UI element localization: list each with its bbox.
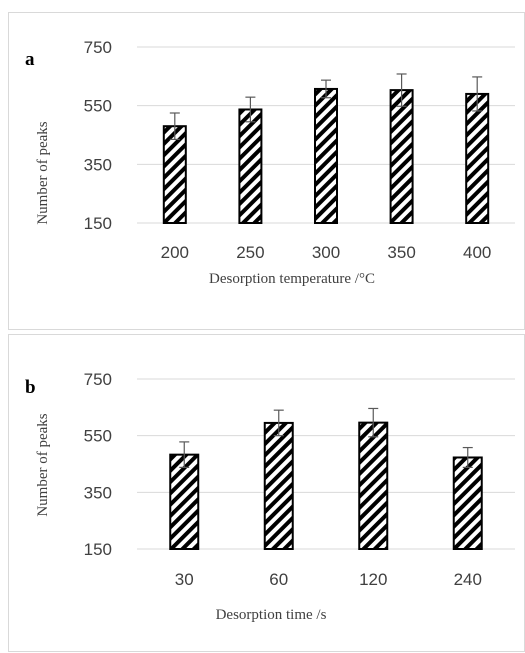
chart-b-svg: b Number of peaks Desorption time /s 150… bbox=[25, 370, 515, 623]
bar bbox=[389, 89, 414, 225]
bar bbox=[465, 92, 490, 224]
bar bbox=[162, 125, 187, 224]
x-tick-label: 60 bbox=[269, 570, 288, 589]
x-tick-label: 400 bbox=[463, 243, 491, 262]
bar bbox=[263, 421, 294, 550]
y-axis-label-a: Number of peaks bbox=[35, 121, 51, 224]
chart-panel-a: a Number of peaks Desorption temperature… bbox=[8, 12, 525, 330]
chart-panel-b: b Number of peaks Desorption time /s 150… bbox=[8, 334, 525, 652]
x-tick-label: 200 bbox=[161, 243, 189, 262]
x-tick-label: 30 bbox=[175, 570, 194, 589]
bar bbox=[169, 453, 200, 550]
panel-label-a: a bbox=[25, 49, 35, 70]
panel-label-b: b bbox=[25, 377, 36, 398]
bar bbox=[314, 87, 338, 224]
y-tick-label: 150 bbox=[84, 540, 112, 559]
x-tick-label: 350 bbox=[387, 243, 415, 262]
y-tick-label: 550 bbox=[84, 427, 112, 446]
bar bbox=[238, 108, 263, 224]
y-tick-label: 750 bbox=[84, 370, 112, 389]
y-tick-label: 150 bbox=[84, 214, 112, 233]
x-tick-label: 300 bbox=[312, 243, 340, 262]
x-tick-label: 240 bbox=[454, 570, 482, 589]
y-tick-label: 350 bbox=[84, 155, 112, 174]
chart-a-svg: a Number of peaks Desorption temperature… bbox=[25, 38, 515, 287]
y-axis-label-b: Number of peaks bbox=[35, 413, 51, 516]
bar bbox=[358, 421, 389, 550]
bar bbox=[452, 456, 483, 550]
y-tick-label: 350 bbox=[84, 483, 112, 502]
x-axis-label-b: Desorption time /s bbox=[216, 607, 327, 623]
x-tick-label: 250 bbox=[236, 243, 264, 262]
x-tick-label: 120 bbox=[359, 570, 387, 589]
x-axis-label-a: Desorption temperature /°C bbox=[209, 271, 375, 287]
y-tick-label: 750 bbox=[84, 38, 112, 57]
y-tick-label: 550 bbox=[84, 97, 112, 116]
